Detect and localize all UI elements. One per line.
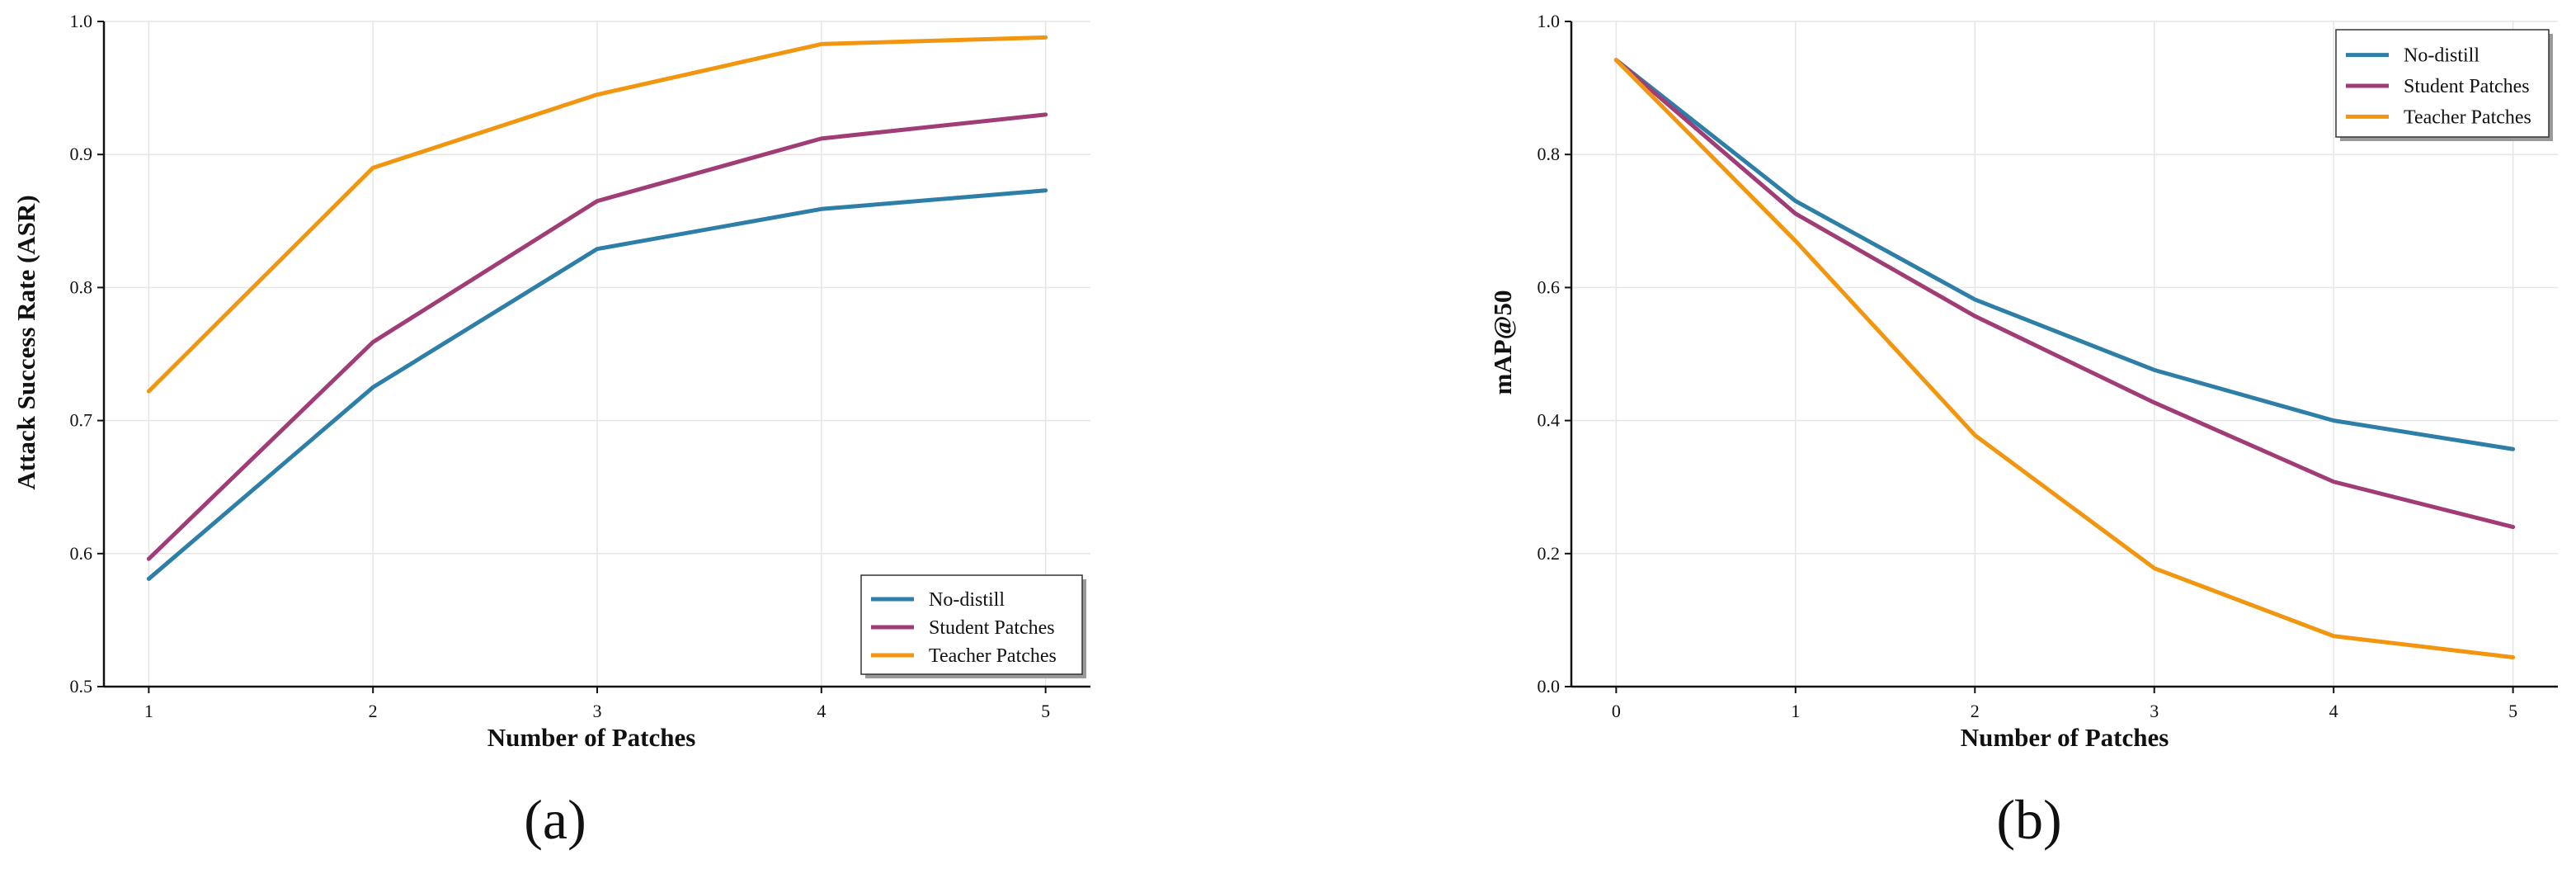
series-line-teacher-patches [146, 35, 1048, 394]
series-a [146, 35, 1048, 581]
x-tick-label: 0 [1612, 701, 1621, 721]
y-tick-label: 1.0 [70, 11, 93, 31]
x-tick-label: 5 [1041, 701, 1050, 721]
grid-a [104, 21, 1090, 687]
legend-label: No-distill [929, 589, 1005, 611]
x-tick-label: 5 [2508, 701, 2517, 721]
series-line-no-distill [1613, 58, 2516, 451]
x-tick-label: 4 [817, 701, 826, 721]
series-b [1613, 58, 2516, 660]
legend-b: No-distill Student Patches Teacher Patches [2335, 29, 2553, 141]
legend-a: No-distill Student Patches Teacher Patches [860, 574, 1086, 678]
y-tick-label: 0.7 [70, 410, 93, 431]
y-ticks-a: 0.5 0.6 0.7 0.8 0.9 1.0 [70, 11, 104, 697]
y-tick-label: 1.0 [1538, 11, 1561, 31]
legend-box [2335, 29, 2550, 138]
y-tick-label: 0.0 [1538, 676, 1561, 697]
x-tick-label: 1 [144, 701, 153, 721]
y-tick-label: 0.9 [70, 144, 93, 164]
y-tick-label: 0.6 [1538, 276, 1561, 297]
y-tick-label: 0.2 [1538, 543, 1561, 564]
series-line-student-patches [1613, 58, 2516, 530]
x-tick-label: 2 [369, 701, 378, 721]
x-tick-label: 4 [2329, 701, 2338, 721]
y-tick-label: 0.4 [1538, 410, 1561, 431]
axes-b [1570, 21, 2558, 688]
panel-label-b: (b) [1996, 788, 2061, 851]
x-ticks-a: 1 2 3 4 5 [144, 687, 1050, 721]
y-ticks-b: 0.0 0.2 0.4 0.6 0.8 1.0 [1538, 11, 1571, 697]
x-axis-title-a: Number of Patches [487, 723, 696, 752]
y-tick-label: 0.5 [70, 676, 93, 697]
legend-label: Student Patches [2404, 76, 2530, 97]
legend-label: Student Patches [929, 617, 1055, 639]
x-tick-label: 2 [1971, 701, 1980, 721]
x-tick-label: 3 [2150, 701, 2159, 721]
x-axis-title-b: Number of Patches [1961, 723, 2169, 752]
series-line-teacher-patches [1613, 58, 2516, 660]
chart-panel-b: 0.0 0.2 0.4 0.6 0.8 1.0 0 1 2 3 4 5 Number of Patc… [1488, 11, 2558, 851]
series-line-no-distill [146, 188, 1048, 581]
legend-label: No-distill [2404, 45, 2479, 67]
legend-box [860, 574, 1083, 675]
x-tick-label: 1 [1791, 701, 1800, 721]
x-ticks-b: 0 1 2 3 4 5 [1612, 687, 2517, 721]
legend-label: Teacher Patches [2404, 106, 2531, 128]
y-tick-label: 0.6 [70, 543, 93, 564]
y-axis-title-a: Attack Success Rate (ASR) [12, 195, 40, 489]
panel-label-a: (a) [524, 788, 586, 851]
series-line-student-patches [146, 112, 1048, 561]
x-tick-label: 3 [593, 701, 602, 721]
y-tick-label: 0.8 [70, 276, 93, 297]
y-tick-label: 0.8 [1538, 144, 1561, 164]
legend-label: Teacher Patches [929, 645, 1057, 667]
chart-panel-a: 0.5 0.6 0.7 0.8 0.9 1.0 1 2 3 4 5 Number of Patch… [12, 11, 1090, 851]
y-axis-title-b: mAP@50 [1488, 290, 1517, 395]
